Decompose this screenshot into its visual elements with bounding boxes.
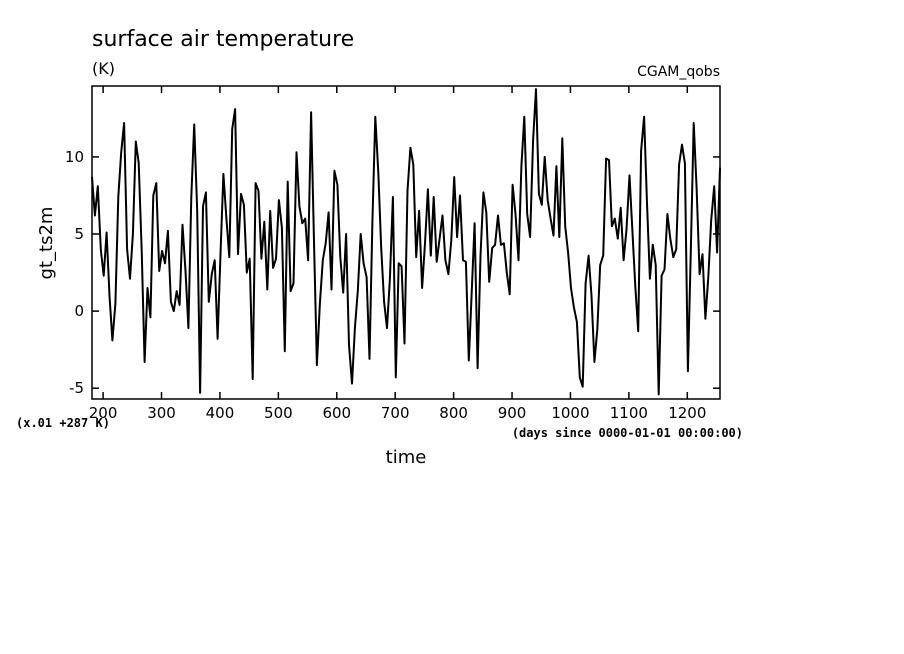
x-tick-label: 700	[381, 404, 410, 422]
dataset-label: CGAM_qobs	[637, 64, 720, 80]
x-axis: 200 300 400 500 600 700 800 900 1000 1100 1200	[89, 86, 706, 422]
y-tick-label: 0	[74, 302, 84, 320]
y-tick-label: 5	[74, 225, 84, 243]
y-axis-label: gt_ts2m	[36, 207, 57, 280]
plot-frame	[91, 85, 721, 400]
y-tick-label: 10	[65, 148, 84, 166]
series-line	[91, 88, 721, 396]
y-axis: -5 0 5 10	[65, 148, 720, 397]
x-tick-label: 1100	[610, 404, 648, 422]
x-tick-label: 1000	[551, 404, 589, 422]
x-tick-label: 800	[439, 404, 468, 422]
x-tick-label: 300	[147, 404, 176, 422]
x-tick-label: 400	[206, 404, 235, 422]
y-tick-label: -5	[69, 379, 84, 397]
x-tick-label: 900	[498, 404, 527, 422]
chart-title: surface air temperature	[92, 27, 354, 52]
x-unit-note: (days since 0000-01-01 00:00:00)	[512, 426, 743, 440]
x-tick-label: 600	[322, 404, 351, 422]
x-tick-label: 200	[89, 404, 118, 422]
x-tick-label: 500	[264, 404, 293, 422]
y-scale-note: (x.01 +287 K)	[16, 416, 110, 430]
units-label: (K)	[92, 59, 115, 78]
x-axis-label: time	[386, 447, 427, 468]
x-tick-label: 1200	[668, 404, 706, 422]
